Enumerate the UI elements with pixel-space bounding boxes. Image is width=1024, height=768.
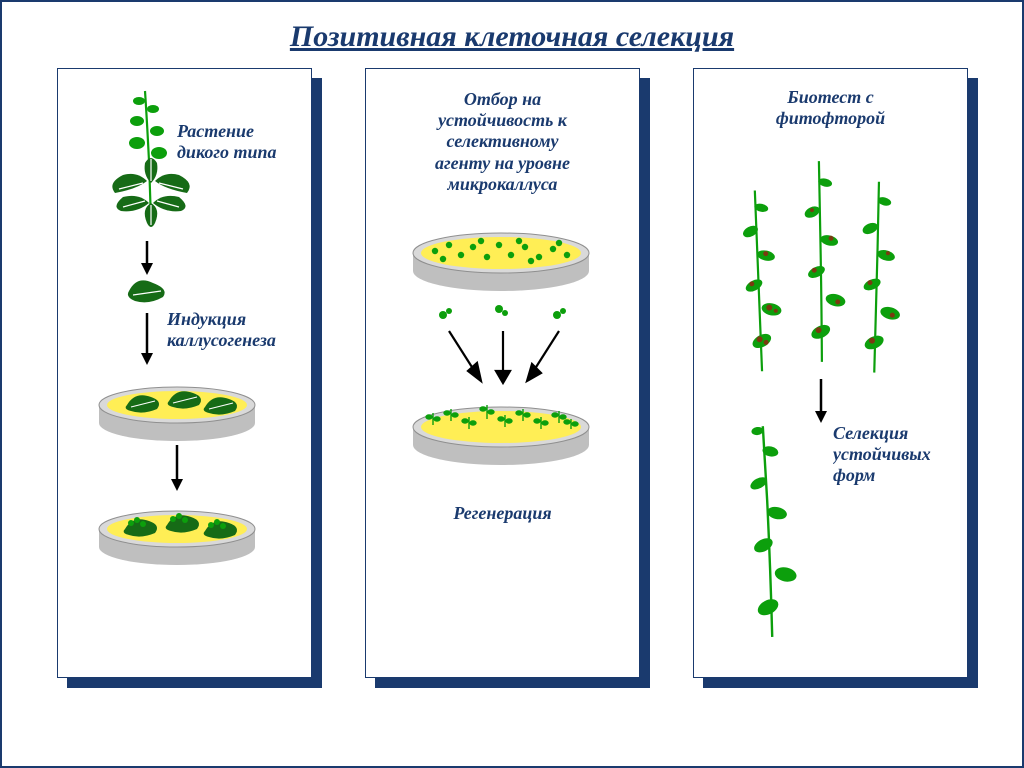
label-wild-type: Растение дикого типа	[177, 121, 297, 163]
label-selection: Отбор на устойчивость к селективному аге…	[385, 89, 620, 195]
panel-left: Растение дикого типа Индукция каллусоген…	[57, 68, 312, 678]
page-title: Позитивная клеточная селекция	[2, 2, 1022, 68]
panel-mid-svg: Отбор на устойчивость к селективному аге…	[375, 83, 630, 663]
panel-right: Биотест с фитофторой	[693, 68, 968, 678]
label-resistant-forms: Селекция устойчивых форм	[833, 423, 951, 487]
label-biotest: Биотест с фитофторой	[713, 87, 948, 129]
panel-right-svg: Биотест с фитофторой	[703, 83, 958, 663]
panel-left-svg: Растение дикого типа Индукция каллусоген…	[67, 83, 302, 663]
label-callus-induction: Индукция каллусогенеза	[167, 309, 297, 351]
panel-middle: Отбор на устойчивость к селективному аге…	[365, 68, 640, 678]
panels-row: Растение дикого типа Индукция каллусоген…	[2, 68, 1022, 678]
label-regeneration: Регенерация	[385, 503, 620, 524]
